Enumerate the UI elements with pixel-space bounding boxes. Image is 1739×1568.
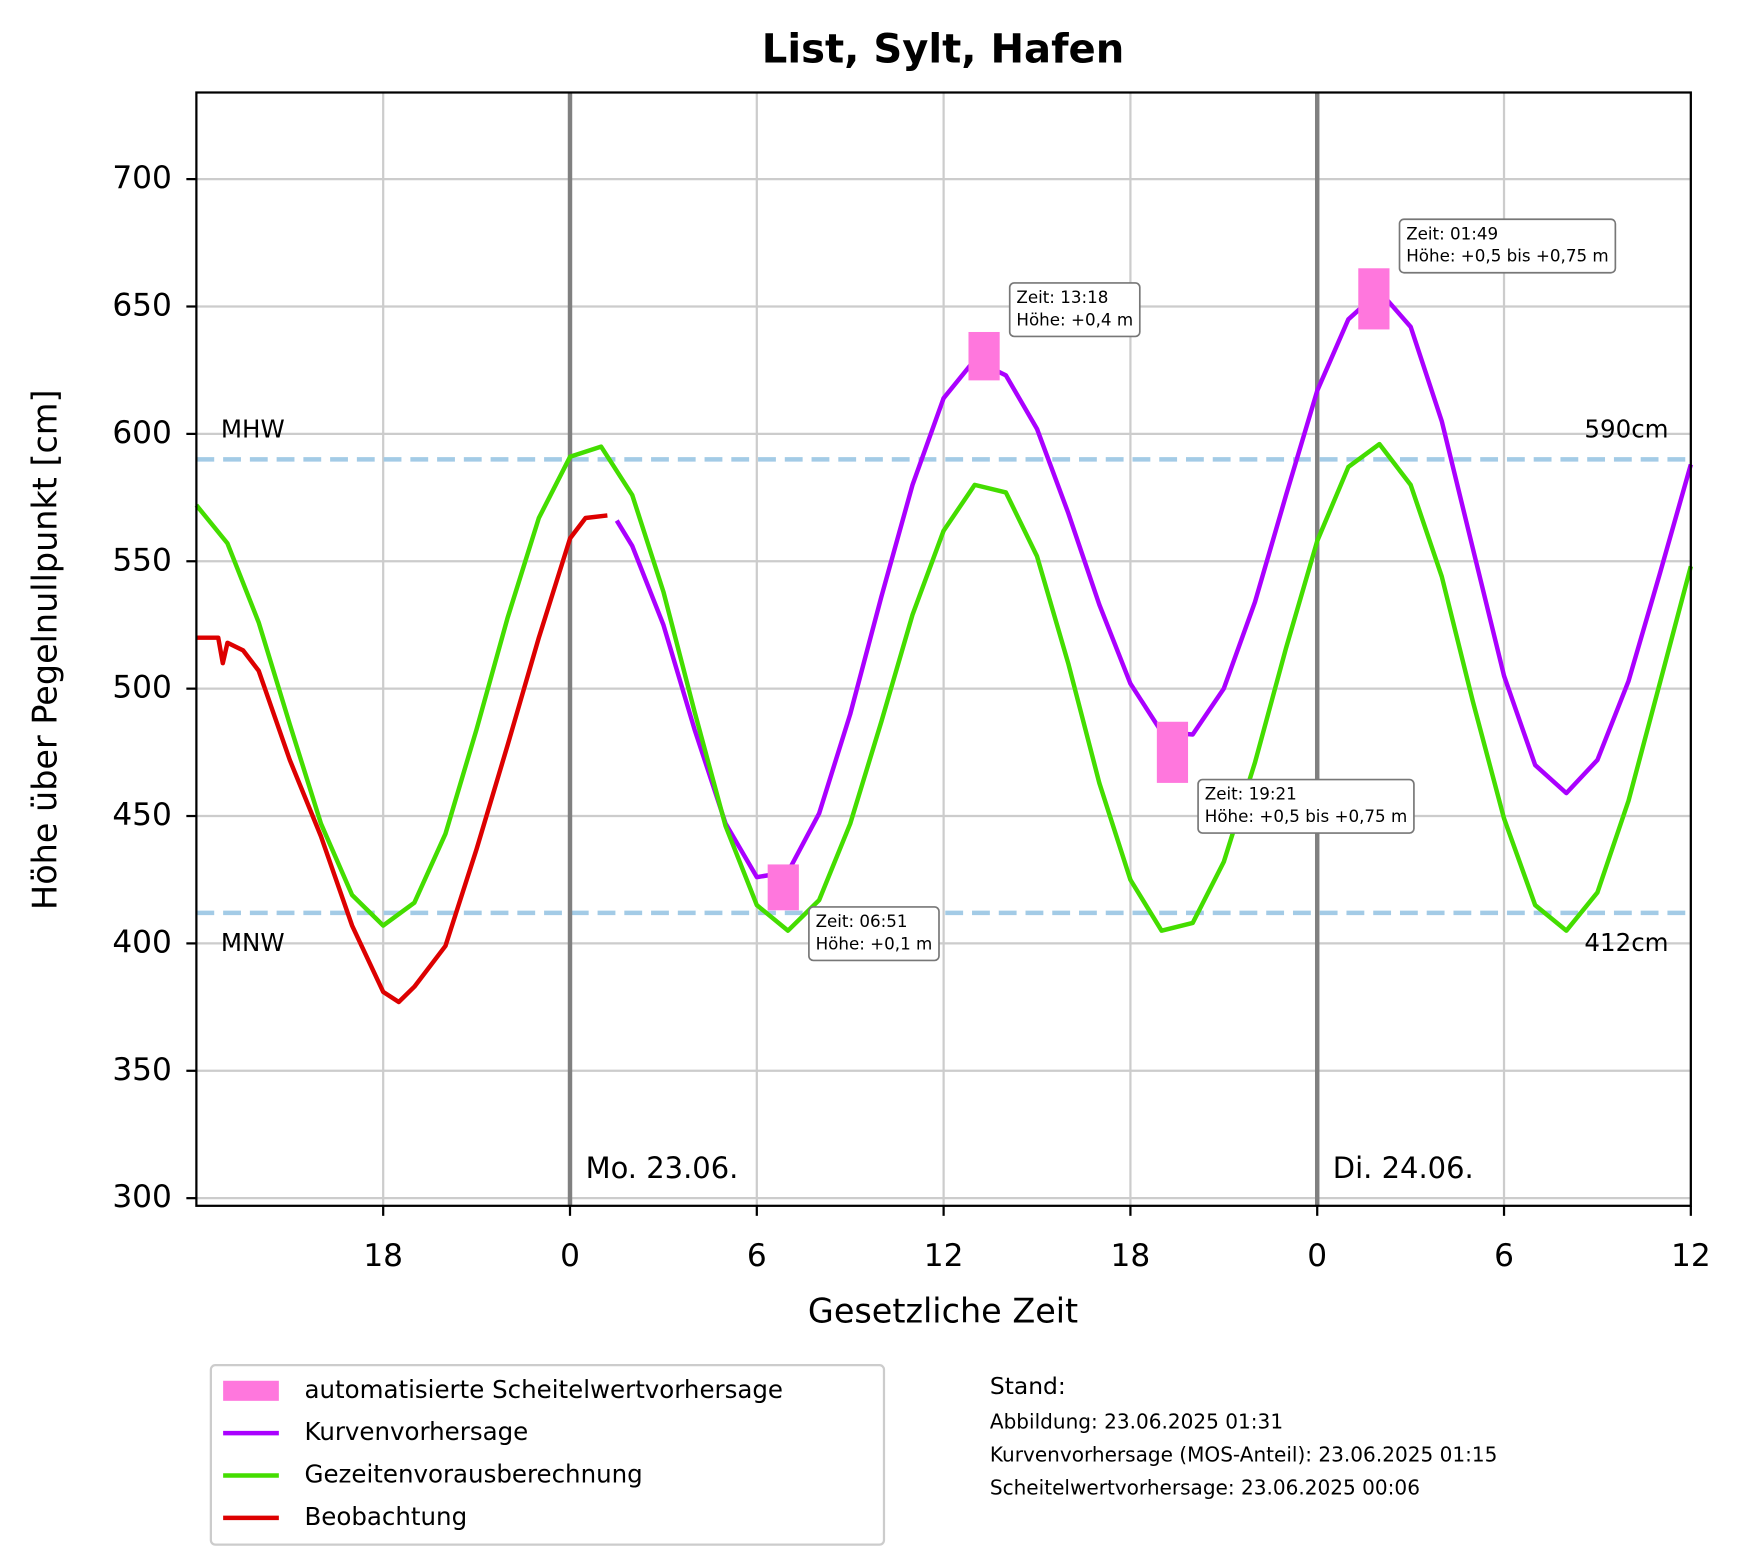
annotation-text: Höhe: +0,5 bis +0,75 m: [1406, 246, 1608, 266]
annotation-text: Zeit: 06:51: [816, 911, 908, 931]
x-tick-label: 6: [747, 1238, 767, 1274]
legend-swatch: [223, 1380, 279, 1401]
reference-value: 590cm: [1584, 414, 1668, 443]
peak-range: [1358, 268, 1390, 330]
series-line: [196, 513, 608, 1005]
annotation-text: Zeit: 13:18: [1016, 287, 1108, 307]
day-label: Di. 24.06.: [1333, 1151, 1474, 1185]
x-tick-label: 18: [1111, 1238, 1151, 1274]
chart-title: List, Sylt, Hafen: [762, 26, 1125, 72]
plot-frame: [195, 91, 1692, 1207]
reference-name: MNW: [221, 928, 285, 957]
annotation-box: [808, 906, 940, 962]
series-line: [194, 441, 1693, 933]
annotation-text: Zeit: 19:21: [1205, 784, 1297, 804]
peak-range: [767, 864, 799, 911]
annotation-box: [1197, 778, 1415, 834]
legend-box: [209, 1364, 886, 1546]
reference-name: MHW: [221, 414, 285, 443]
annotation-text: Höhe: +0,5 bis +0,75 m: [1205, 806, 1407, 826]
peak-range: [1156, 721, 1189, 783]
legend-label: automatisierte Scheitelwertvorhersage: [304, 1375, 783, 1404]
y-tick-label: 300: [112, 1179, 172, 1215]
x-tick-label: 18: [363, 1238, 403, 1274]
footnote-line: Kurvenvorhersage (MOS-Anteil): 23.06.202…: [990, 1443, 1497, 1467]
footnote-line: Abbildung: 23.06.2025 01:31: [990, 1410, 1283, 1434]
y-tick-label: 500: [112, 670, 172, 706]
x-tick-label: 12: [1671, 1238, 1711, 1274]
y-tick-label: 600: [112, 415, 172, 451]
y-tick-label: 700: [112, 160, 172, 196]
annotation-text: Zeit: 01:49: [1406, 223, 1498, 243]
y-tick-label: 650: [112, 287, 172, 323]
y-tick-label: 450: [112, 797, 172, 833]
peak-range: [968, 331, 1000, 381]
annotation-box: [1398, 218, 1617, 274]
legend-label: Beobachtung: [304, 1502, 467, 1531]
annotation-box: [1008, 282, 1141, 338]
x-tick-label: 0: [1307, 1238, 1327, 1274]
x-tick-label: 6: [1494, 1238, 1514, 1274]
legend-label: Gezeitenvorausberechnung: [304, 1460, 642, 1489]
day-label: Mo. 23.06.: [586, 1151, 739, 1185]
y-axis-label: Höhe über Pegelnullpunkt [cm]: [26, 389, 65, 909]
footnote-line: Scheitelwertvorhersage: 23.06.2025 00:06: [990, 1475, 1420, 1499]
y-tick-label: 550: [112, 542, 172, 578]
y-tick-label: 350: [112, 1052, 172, 1088]
footnote-title: Stand:: [990, 1372, 1066, 1400]
legend-label: Kurvenvorhersage: [304, 1417, 528, 1446]
x-axis-label: Gesetzliche Zeit: [808, 1291, 1078, 1330]
annotation-text: Höhe: +0,4 m: [1016, 309, 1133, 329]
y-tick-label: 400: [112, 924, 172, 960]
x-tick-label: 12: [924, 1238, 964, 1274]
x-tick-label: 0: [560, 1238, 580, 1274]
annotation-text: Höhe: +0,1 m: [816, 933, 933, 953]
reference-value: 412cm: [1584, 928, 1668, 957]
